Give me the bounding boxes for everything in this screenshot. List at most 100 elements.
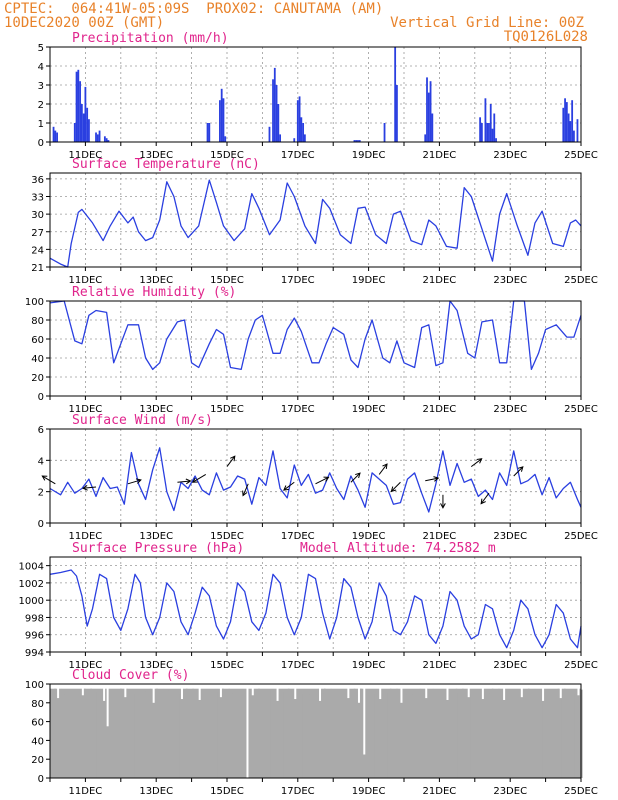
precip-bar (383, 123, 386, 142)
wind-arrow-head (517, 466, 524, 472)
cloud-cover-gap (357, 687, 360, 703)
precip-bar (429, 81, 432, 142)
cloud-cover-bar (459, 692, 462, 778)
precip-bar (424, 134, 427, 142)
cloud-cover-bar (75, 694, 78, 778)
wind-title: Surface Wind (m/s) (72, 413, 213, 428)
wind-arrow-head (135, 478, 142, 484)
precip-bar (107, 140, 110, 142)
cloud-cover-bar (52, 693, 54, 778)
x-tick-label: 17DEC (281, 275, 315, 286)
cloud-cover-bar (194, 693, 197, 778)
precip-bar (208, 123, 211, 142)
x-tick-label: 21DEC (423, 531, 457, 542)
cloud-cover-bar (557, 688, 560, 778)
cloud-cover-bar (415, 691, 417, 778)
temp-line (49, 179, 582, 268)
cloud-cover-bar (134, 694, 137, 778)
cloud-cover-bar (472, 690, 475, 778)
cloud-cover-bar (50, 692, 52, 778)
x-tick-label: 21DEC (423, 660, 457, 671)
y-tick-label: 30 (31, 210, 44, 221)
precip-bar (296, 100, 299, 142)
cloud-cover-bar (96, 689, 99, 778)
cloud-cover-bar (298, 691, 301, 778)
x-tick-label: 25DEC (564, 786, 598, 797)
x-tick-label: 15DEC (210, 150, 244, 161)
cloud-cover-bar (474, 689, 477, 778)
cloud-cover-bar (60, 688, 63, 778)
cloud-cover-bar (143, 689, 146, 778)
pressure-title: Surface Pressure (hPa) (72, 541, 244, 556)
cloud-cover-bar (449, 689, 451, 778)
cloud-cover-bar (313, 691, 315, 778)
y-tick-label: 994 (25, 648, 44, 659)
cloud-cover-bar (349, 691, 352, 778)
wind-arrow-head (433, 476, 440, 482)
cloud-cover-bar (141, 694, 143, 778)
y-tick-label: 100 (25, 680, 44, 691)
cloud-cover-bar (270, 689, 273, 778)
wind-arrow-head (41, 475, 48, 481)
cloud-cover-bar (323, 688, 326, 778)
cloud-cover-bar (192, 688, 194, 778)
cloud-cover-bar (183, 693, 186, 778)
cloud-cover-bar (319, 692, 322, 778)
cloud-cover-bar (86, 692, 88, 778)
precip-bar (273, 67, 276, 142)
precip-bar (565, 102, 568, 142)
cloud-cover-bar (226, 692, 228, 778)
cloud-cover-bar (154, 693, 156, 778)
cloud-cover-gap (294, 687, 297, 700)
cloud-cover-gap (481, 687, 484, 700)
x-tick-label: 13DEC (139, 404, 173, 415)
cloud-cover-gap (81, 687, 84, 696)
x-tick-label: 19DEC (352, 660, 386, 671)
cloud-cover-gap (446, 687, 449, 700)
cloud-cover-bar (402, 689, 405, 778)
pressure-frame (49, 556, 582, 653)
x-tick-label: 25DEC (564, 531, 598, 542)
y-tick-label: 4 (38, 62, 44, 73)
cloud-cover-bar (304, 690, 307, 778)
y-tick-label: 1004 (19, 562, 44, 573)
cloud-cover-bar (277, 690, 279, 778)
cloud-cover-bar (71, 690, 73, 778)
cloud-cover-bar (190, 692, 192, 778)
x-tick-label: 21DEC (423, 275, 457, 286)
cloud-cover-bar (330, 688, 332, 778)
cloud-cover-gap (180, 687, 183, 700)
cloud-cover-bar (360, 688, 362, 778)
cloud-cover-bar (266, 694, 269, 778)
cloud-cover-bar (128, 693, 131, 778)
wind-arrow-head (382, 463, 388, 470)
cloud-cover-bar (139, 690, 141, 778)
wind-arrow (378, 463, 388, 475)
cloud-cover-bar (181, 691, 184, 778)
wind-arrow (226, 455, 236, 467)
cloud-cover-bar (79, 691, 82, 778)
cloud-cover-bar (464, 693, 466, 778)
x-tick-label: 13DEC (139, 786, 173, 797)
cloud-cover-bar (311, 689, 313, 778)
x-tick-label: 17DEC (281, 660, 315, 671)
cloud-cover-bar (326, 693, 328, 778)
cloud-cover-bar (493, 693, 496, 778)
x-tick-label: 15DEC (210, 404, 244, 415)
precip-bar (569, 121, 572, 142)
cloud-cover-bar (502, 691, 505, 778)
cloud-cover-bar (54, 688, 56, 778)
cloud-cover-bar (398, 693, 400, 778)
y-tick-label: 60 (31, 718, 44, 729)
cloud-cover-bar (260, 693, 262, 778)
cloud-cover-bar (228, 688, 231, 778)
x-tick-label: 11DEC (69, 275, 103, 286)
cloud-cover-bar (476, 694, 479, 778)
wind-arrow (192, 474, 207, 483)
cloud-cover-bar (479, 689, 481, 778)
cloud-cover-bar (470, 694, 473, 778)
precip-bar (576, 119, 579, 142)
y-tick-label: 36 (31, 175, 44, 186)
cloud-cover-bar (536, 694, 538, 778)
cloud-cover-bar (205, 689, 207, 778)
